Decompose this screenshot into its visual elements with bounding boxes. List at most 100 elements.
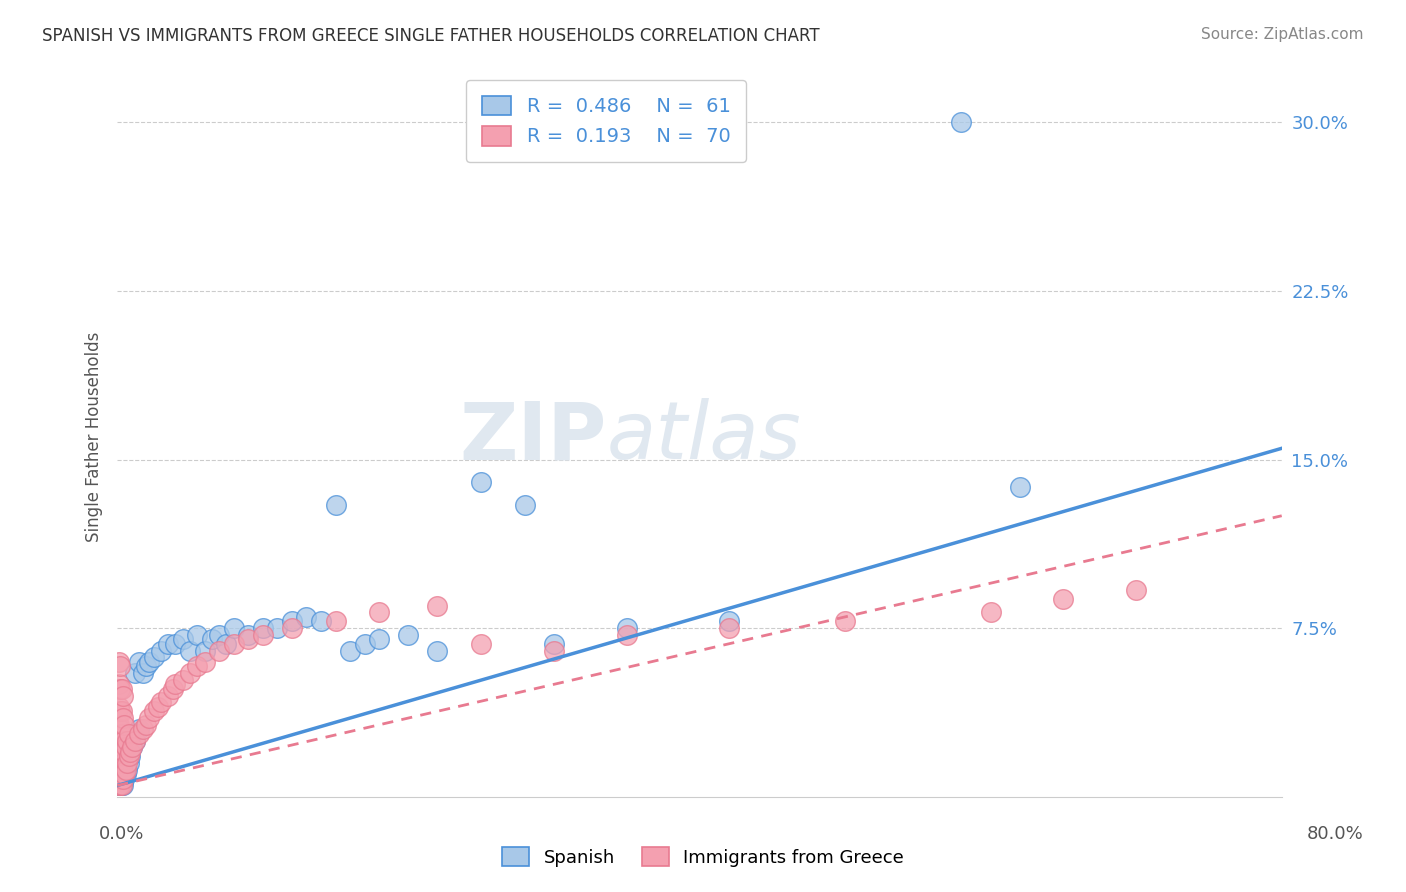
Point [110, 779, 132, 793]
Point [124, 733, 146, 747]
Legend: R =  0.486    N =  61, R =  0.193    N =  70: R = 0.486 N = 61, R = 0.193 N = 70 [467, 80, 747, 161]
Point [107, 763, 129, 777]
Point [295, 610, 318, 624]
Point [128, 723, 150, 737]
Point [117, 733, 139, 747]
Point [146, 699, 169, 714]
Point [114, 745, 136, 759]
Point [107, 718, 129, 732]
Point [950, 115, 973, 129]
Point [543, 637, 565, 651]
Point [135, 718, 157, 732]
Point [208, 628, 231, 642]
Point [135, 659, 157, 673]
Point [111, 733, 134, 747]
Point [110, 727, 132, 741]
Point [252, 628, 274, 642]
Point [157, 689, 180, 703]
Text: SPANISH VS IMMIGRANTS FROM GREECE SINGLE FATHER HOUSEHOLDS CORRELATION CHART: SPANISH VS IMMIGRANTS FROM GREECE SINGLE… [42, 27, 820, 45]
Point [107, 779, 129, 793]
Point [107, 772, 129, 786]
Point [513, 498, 536, 512]
Y-axis label: Single Father Households: Single Father Households [86, 332, 103, 542]
Point [108, 756, 131, 770]
Point [222, 637, 245, 651]
Point [118, 727, 141, 741]
Point [1008, 479, 1031, 493]
Point [111, 763, 134, 777]
Point [107, 733, 129, 747]
Point [114, 756, 136, 770]
Point [110, 704, 132, 718]
Point [396, 628, 419, 642]
Point [616, 621, 638, 635]
Point [222, 621, 245, 635]
Point [114, 718, 136, 732]
Point [121, 727, 143, 741]
Point [717, 615, 740, 629]
Point [115, 749, 138, 764]
Point [132, 666, 155, 681]
Point [108, 767, 131, 781]
Point [339, 643, 361, 657]
Point [115, 740, 138, 755]
Point [325, 615, 347, 629]
Point [108, 772, 131, 786]
Point [111, 711, 134, 725]
Point [117, 756, 139, 770]
Point [179, 666, 201, 681]
Point [172, 673, 194, 687]
Point [142, 650, 165, 665]
Point [238, 628, 260, 642]
Point [309, 615, 332, 629]
Point [353, 637, 375, 651]
Point [368, 632, 391, 647]
Point [980, 606, 1002, 620]
Point [193, 643, 215, 657]
Point [118, 756, 141, 770]
Point [368, 606, 391, 620]
Point [172, 632, 194, 647]
Point [108, 779, 131, 793]
Point [215, 637, 238, 651]
Point [325, 498, 347, 512]
Point [1052, 591, 1074, 606]
Point [111, 772, 134, 786]
Point [120, 749, 142, 764]
Point [281, 621, 304, 635]
Point [179, 643, 201, 657]
Point [108, 740, 131, 755]
Point [252, 621, 274, 635]
Point [107, 655, 129, 669]
Point [108, 723, 131, 737]
Point [110, 763, 132, 777]
Point [1125, 582, 1147, 597]
Point [149, 695, 172, 709]
Point [543, 643, 565, 657]
Point [149, 643, 172, 657]
Point [107, 779, 129, 793]
Point [107, 767, 129, 781]
Point [124, 666, 146, 681]
Point [186, 628, 208, 642]
Point [107, 749, 129, 764]
Point [117, 763, 139, 777]
Point [470, 475, 492, 489]
Point [114, 767, 136, 781]
Point [115, 763, 138, 777]
Point [138, 711, 160, 725]
Point [114, 740, 136, 755]
Point [108, 659, 131, 673]
Point [157, 637, 180, 651]
Point [115, 767, 138, 781]
Point [108, 779, 131, 793]
Point [107, 699, 129, 714]
Point [110, 749, 132, 764]
Point [165, 677, 187, 691]
Point [108, 756, 131, 770]
Point [121, 740, 143, 755]
Point [120, 745, 142, 759]
Point [107, 677, 129, 691]
Point [193, 655, 215, 669]
Text: Source: ZipAtlas.com: Source: ZipAtlas.com [1201, 27, 1364, 42]
